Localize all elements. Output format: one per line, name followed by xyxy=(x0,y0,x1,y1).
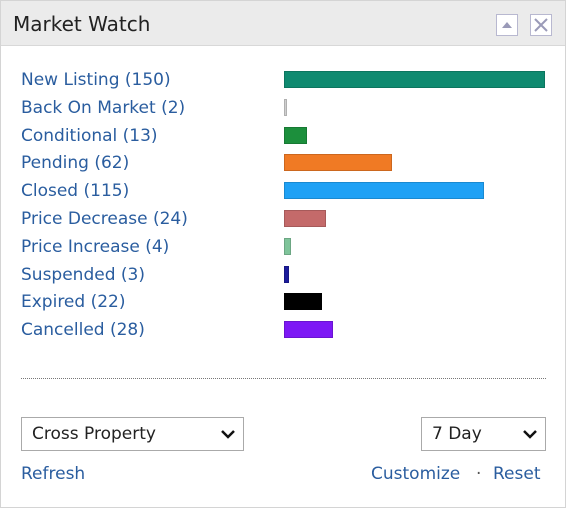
bar xyxy=(284,71,545,88)
status-link[interactable]: Expired (22) xyxy=(21,292,126,313)
bar xyxy=(284,321,333,339)
customize-link[interactable]: Customize xyxy=(371,464,461,484)
status-link[interactable]: Suspended (3) xyxy=(21,264,145,285)
bar xyxy=(284,154,392,172)
title: Market Watch xyxy=(13,12,151,36)
separator: · xyxy=(476,464,482,484)
status-link[interactable]: New Listing (150) xyxy=(21,70,171,90)
bar xyxy=(284,98,288,116)
property-select[interactable]: Cross Property xyxy=(21,417,244,451)
period-select[interactable]: 7 Day xyxy=(421,417,546,451)
status-link[interactable]: Pending (62) xyxy=(21,153,130,174)
select-value: 7 Day xyxy=(432,424,482,444)
select-value: Cross Property xyxy=(32,424,156,444)
status-link[interactable]: Conditional (13) xyxy=(21,125,158,146)
header: Market Watch xyxy=(1,1,565,46)
refresh-link[interactable]: Refresh xyxy=(21,464,86,484)
status-link[interactable]: Price Decrease (24) xyxy=(21,209,188,229)
bar xyxy=(284,210,326,227)
reset-link[interactable]: Reset xyxy=(493,464,541,484)
status-link[interactable]: Back On Market (2) xyxy=(21,97,186,118)
divider xyxy=(21,378,546,379)
bar xyxy=(284,265,290,283)
bar xyxy=(284,237,291,255)
status-link[interactable]: Closed (115) xyxy=(21,181,130,202)
bar xyxy=(284,293,323,311)
collapse-button[interactable] xyxy=(496,14,518,36)
bar xyxy=(284,126,307,144)
status-link[interactable]: Price Increase (4) xyxy=(21,236,170,257)
bar xyxy=(284,182,485,200)
status-link[interactable]: Cancelled (28) xyxy=(21,320,145,341)
close-button[interactable] xyxy=(530,14,552,36)
